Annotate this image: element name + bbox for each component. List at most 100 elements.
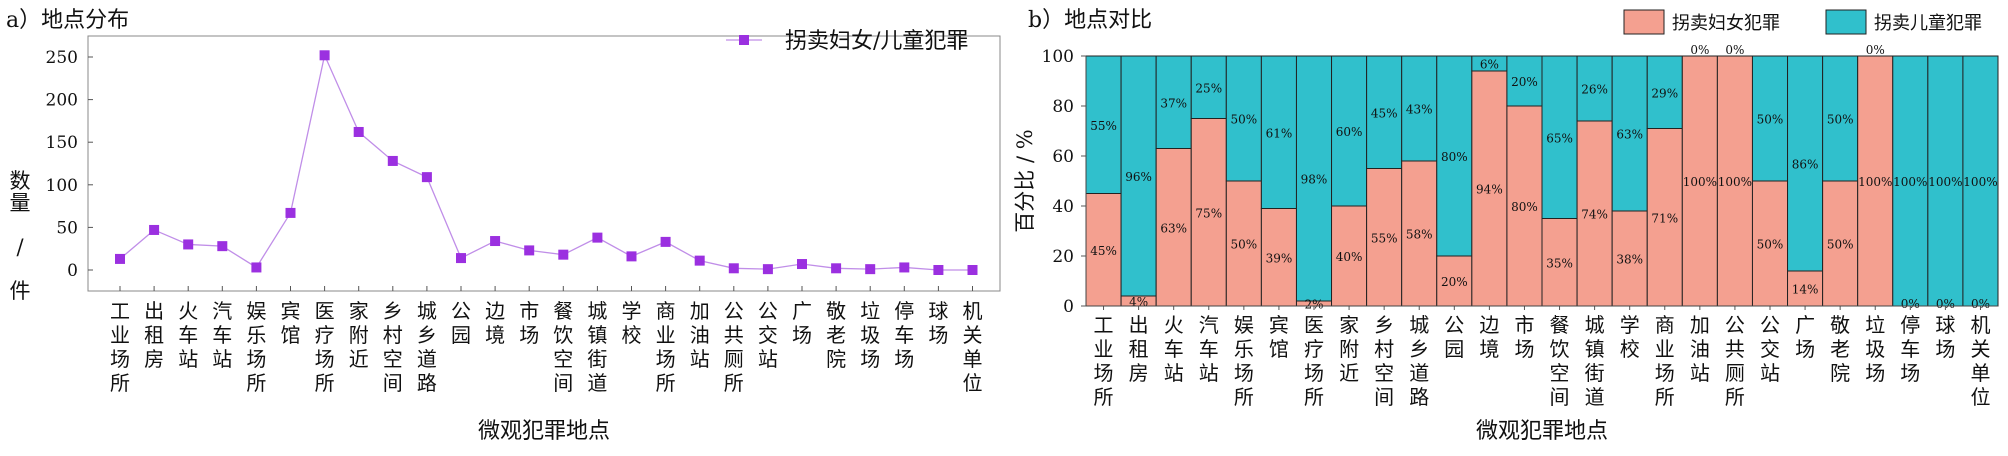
- x-tick-char: 场: [860, 347, 880, 371]
- x-tick-char: 车: [1199, 337, 1219, 361]
- data-label-women: 100%: [1683, 175, 1717, 189]
- data-label-women: 71%: [1651, 211, 1678, 225]
- bar-segment-children: [1331, 55, 1368, 207]
- x-tick-char: 医: [315, 299, 335, 323]
- x-tick-char: 公: [1444, 313, 1464, 337]
- x-tick-char: 场: [1234, 361, 1254, 385]
- y-tick-label: 60: [1052, 147, 1074, 167]
- x-tick-char: 村: [383, 323, 403, 347]
- x-tick-label: 市场: [519, 299, 539, 347]
- x-tick-label: 汽车站: [212, 299, 232, 371]
- x-tick-char: 境: [485, 323, 505, 347]
- x-tick-label: 学校: [622, 299, 642, 347]
- legend-swatch-women: [1623, 9, 1665, 35]
- data-label-children: 55%: [1090, 119, 1117, 133]
- x-tick-char: 广: [792, 299, 812, 323]
- x-tick-char: 场: [246, 347, 266, 371]
- data-point: [387, 155, 398, 166]
- x-tick-char: 院: [1830, 361, 1850, 385]
- x-tick-char: 场: [894, 347, 914, 371]
- x-tick-char: 道: [1409, 361, 1429, 385]
- stacked-bar-chart-panel: b）地点对比 45% 55% 工业场所 4% 96% 出租房 63% 37% 火车站 75% 25%…: [1010, 0, 2008, 456]
- bar-segment-children: [1295, 55, 1333, 302]
- data-label-children: 26%: [1581, 83, 1608, 97]
- data-label-women: 35%: [1546, 256, 1573, 270]
- line-chart-svg: 050100150200250工业场所出租房火车站汽车站娱乐场所宾馆医疗场所家附…: [10, 29, 1001, 444]
- x-tick-char: 所: [656, 371, 676, 395]
- x-tick-label: 出租房: [1129, 313, 1149, 385]
- x-tick-char: 场: [1900, 361, 1920, 385]
- legend: 拐卖妇女犯罪 拐卖儿童犯罪: [1623, 9, 1982, 35]
- x-tick-char: 共: [1725, 337, 1745, 361]
- y-axis-label: 数量 / 件: [10, 169, 31, 303]
- x-tick-char: 馆: [281, 323, 301, 347]
- bar-segment-children: [1190, 55, 1227, 119]
- x-tick-char: 学: [622, 299, 642, 323]
- data-point: [421, 172, 432, 183]
- x-tick-char: 附: [349, 323, 369, 347]
- x-tick-char: 所: [1094, 385, 1114, 409]
- x-tick-char: 车: [1164, 337, 1184, 361]
- chart-title-b: b）地点对比: [1028, 8, 1153, 33]
- data-label-women: 0%: [1936, 297, 1955, 311]
- x-tick-char: 业: [110, 323, 130, 347]
- x-tick-char: 附: [1339, 337, 1359, 361]
- x-tick-char: 场: [519, 323, 539, 347]
- data-label-children: 50%: [1757, 113, 1784, 127]
- data-point: [728, 263, 739, 274]
- x-tick-char: 油: [1690, 337, 1710, 361]
- x-tick-char: 老: [1830, 337, 1850, 361]
- data-label-women: 39%: [1266, 251, 1293, 265]
- x-tick-char: 城: [417, 299, 437, 323]
- data-label-children: 63%: [1616, 128, 1643, 142]
- data-label-women: 74%: [1581, 208, 1608, 222]
- x-tick-char: 车: [894, 323, 914, 347]
- x-tick-char: 街: [587, 347, 607, 371]
- data-point: [285, 207, 296, 218]
- data-label-children: 100%: [1893, 175, 1927, 189]
- x-tick-char: 市: [519, 299, 539, 323]
- x-tick-char: 间: [1374, 385, 1394, 409]
- x-tick-char: 房: [144, 347, 164, 371]
- bar-segment-women: [1155, 148, 1192, 307]
- x-tick-char: 加: [690, 299, 710, 323]
- x-tick-label: 停车场: [1900, 313, 1920, 385]
- x-tick-label: 广场: [792, 299, 812, 347]
- x-tick-char: 所: [110, 371, 130, 395]
- x-tick-char: 场: [1655, 361, 1675, 385]
- data-label-women: 75%: [1195, 206, 1222, 220]
- x-tick-char: 敬: [826, 299, 846, 323]
- y-tick-label: 250: [46, 48, 78, 68]
- x-tick-char: 垃: [860, 299, 880, 323]
- x-tick-char: 乐: [246, 323, 266, 347]
- x-tick-char: 单: [1970, 361, 1990, 385]
- data-label-children: 6%: [1480, 58, 1499, 72]
- x-tick-char: 球: [928, 299, 948, 323]
- x-tick-char: 乡: [1374, 313, 1394, 337]
- x-tick-char: 房: [1129, 361, 1149, 385]
- x-tick-char: 饮: [1550, 337, 1570, 361]
- y-axis-label-char: 量: [10, 191, 31, 215]
- x-tick-char: 家: [1339, 313, 1359, 337]
- x-tick-label: 停车场: [894, 299, 914, 371]
- x-tick-label: 边境: [485, 299, 505, 347]
- x-tick-char: 场: [1514, 337, 1534, 361]
- bar-segment-women: [1822, 180, 1859, 307]
- x-tick-label: 垃圾场: [860, 299, 880, 371]
- x-tick-char: 场: [315, 347, 335, 371]
- data-point: [899, 262, 910, 273]
- y-axis-label-char: /: [16, 235, 24, 259]
- data-label-women: 38%: [1616, 253, 1643, 267]
- line-chart-panel: a）地点分布 0 50 100 150 200 250 工业场所出租房火车站汽车站娱乐场所宾…: [6, 8, 1001, 444]
- x-tick-char: 站: [758, 347, 778, 371]
- data-label-children: 98%: [1301, 173, 1328, 187]
- data-point: [524, 245, 535, 256]
- data-point: [115, 253, 125, 264]
- bar-segment-women: [1857, 55, 1894, 307]
- x-tick-char: 场: [1795, 337, 1815, 361]
- x-tick-char: 路: [1409, 385, 1429, 409]
- x-tick-char: 街: [1585, 361, 1605, 385]
- x-tick-char: 村: [1374, 337, 1394, 361]
- data-label-women: 80%: [1511, 200, 1538, 214]
